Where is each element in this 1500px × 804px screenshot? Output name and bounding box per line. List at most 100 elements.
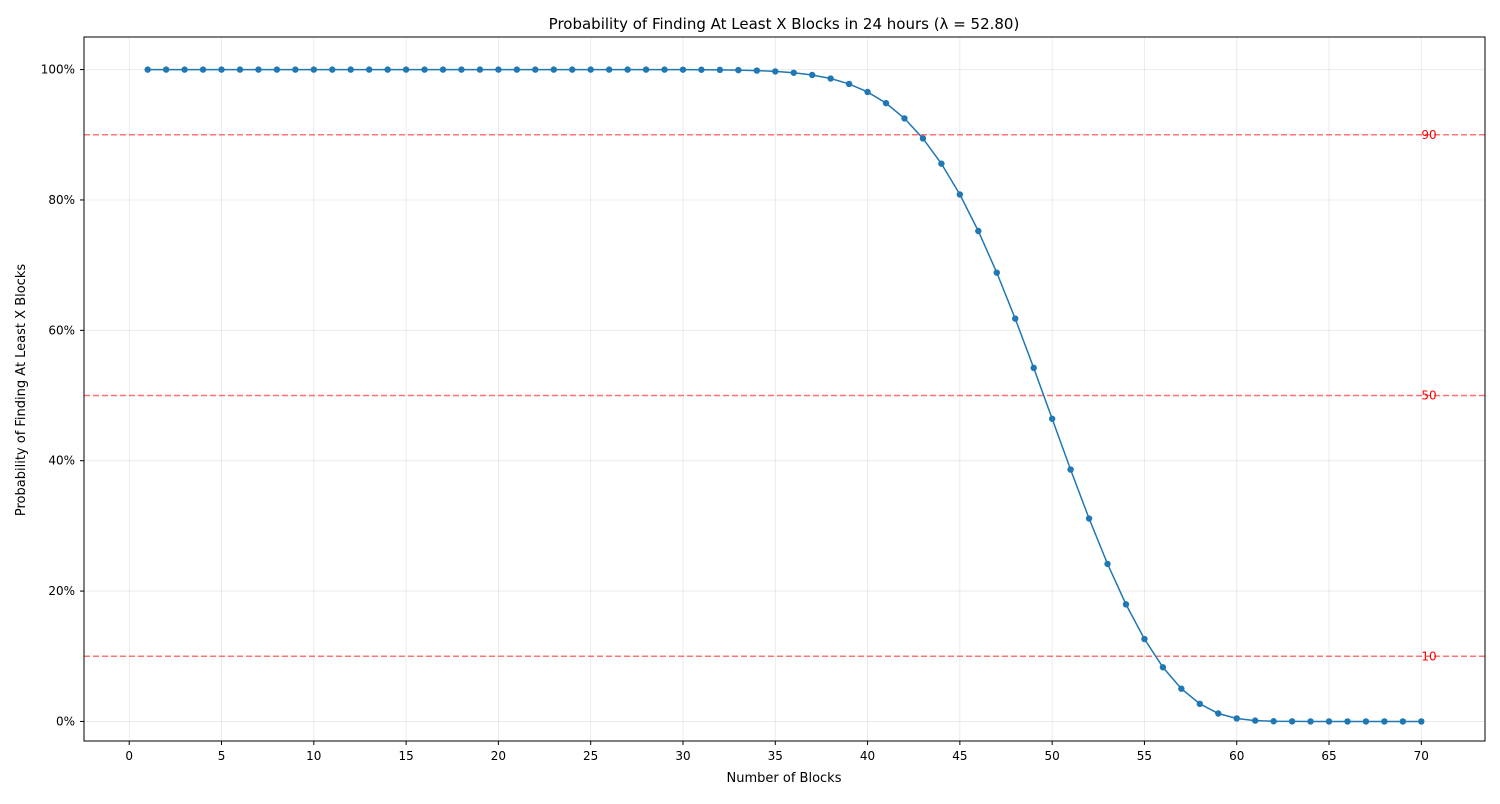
data-point	[642, 66, 650, 73]
data-point	[919, 135, 927, 142]
data-point	[845, 80, 853, 88]
y-tick-label: 80%	[48, 193, 75, 207]
data-point	[956, 191, 964, 198]
data-point	[1141, 635, 1148, 643]
data-point	[1381, 718, 1388, 725]
x-tick-label: 45	[952, 749, 967, 763]
reference-label-10: 10	[1421, 649, 1436, 663]
x-tick-label: 15	[398, 749, 413, 763]
data-point	[1085, 515, 1093, 522]
data-point	[808, 71, 816, 79]
data-point	[1196, 700, 1204, 708]
data-point	[605, 66, 613, 73]
data-point	[365, 66, 373, 73]
data-point	[476, 66, 484, 73]
x-tick-label: 10	[306, 749, 321, 763]
x-tick-label: 65	[1321, 749, 1336, 763]
data-point	[162, 66, 170, 73]
reference-lines: 90 50 10	[84, 128, 1485, 663]
data-point	[1362, 718, 1370, 725]
data-point	[938, 160, 945, 167]
data-point	[1288, 718, 1296, 725]
y-axis-label: Probability of Finding At Least X Blocks	[14, 264, 29, 516]
data-point	[402, 66, 410, 73]
data-point	[772, 68, 779, 75]
data-point	[735, 66, 742, 74]
chart-title: Probability of Finding At Least X Blocks…	[549, 15, 1020, 33]
data-point	[329, 66, 336, 73]
x-tick-label: 30	[675, 749, 690, 763]
y-axis-ticks: 0% 20% 40% 60% 80% 100%	[41, 63, 84, 728]
data-point	[236, 66, 244, 73]
data-point	[1012, 315, 1019, 322]
data-point	[1251, 717, 1259, 724]
data-point	[181, 66, 188, 73]
data-series	[144, 66, 1425, 725]
data-point	[199, 66, 207, 73]
x-tick-label: 60	[1229, 749, 1244, 763]
data-point	[1215, 710, 1222, 717]
data-point	[1418, 718, 1425, 725]
data-point	[882, 99, 890, 107]
y-tick-label: 100%	[41, 63, 75, 77]
data-point	[144, 66, 151, 73]
data-point	[1067, 466, 1074, 473]
y-tick-label: 60%	[48, 323, 75, 337]
plot-frame	[83, 36, 1486, 742]
series-line	[147, 68, 1422, 723]
data-point	[1159, 664, 1167, 671]
data-point	[1233, 715, 1240, 722]
data-point	[1178, 685, 1185, 692]
data-point	[827, 75, 834, 82]
data-point	[384, 66, 391, 73]
data-point	[624, 66, 631, 73]
data-point	[532, 66, 539, 73]
data-point	[310, 66, 318, 73]
data-point	[218, 66, 225, 73]
data-point	[993, 269, 1000, 276]
y-tick-label: 20%	[48, 584, 75, 598]
data-point	[716, 66, 724, 74]
y-tick-label: 40%	[48, 454, 75, 468]
data-point	[255, 66, 262, 73]
data-point	[421, 66, 428, 73]
x-tick-label: 55	[1137, 749, 1152, 763]
data-point	[347, 66, 354, 73]
x-axis-label: Number of Blocks	[727, 771, 842, 786]
data-point	[550, 66, 557, 73]
data-point	[679, 66, 687, 73]
x-tick-label: 20	[491, 749, 506, 763]
data-point	[1104, 560, 1111, 568]
data-point	[292, 66, 299, 73]
data-point	[495, 66, 502, 73]
reference-label-90: 90	[1421, 128, 1436, 142]
x-tick-label: 50	[1045, 749, 1060, 763]
x-tick-label: 35	[768, 749, 783, 763]
data-point	[273, 66, 281, 73]
data-point	[513, 66, 521, 73]
data-point	[587, 66, 594, 73]
y-tick-label: 0%	[56, 714, 75, 728]
reference-label-50: 50	[1421, 389, 1436, 403]
data-point	[458, 66, 465, 73]
data-point	[1122, 601, 1130, 608]
x-tick-label: 40	[860, 749, 875, 763]
data-point	[698, 66, 705, 73]
data-point	[753, 67, 761, 74]
data-point	[790, 69, 797, 76]
x-tick-label: 0	[125, 749, 133, 763]
grid	[84, 37, 1485, 741]
data-point	[1325, 718, 1333, 725]
data-point	[1048, 415, 1056, 422]
x-tick-label: 5	[218, 749, 226, 763]
data-point	[1307, 718, 1314, 725]
data-point	[975, 227, 982, 235]
data-point	[1030, 364, 1037, 372]
data-point	[901, 115, 908, 122]
data-point	[864, 88, 871, 96]
data-point	[569, 66, 576, 73]
x-tick-label: 70	[1414, 749, 1429, 763]
